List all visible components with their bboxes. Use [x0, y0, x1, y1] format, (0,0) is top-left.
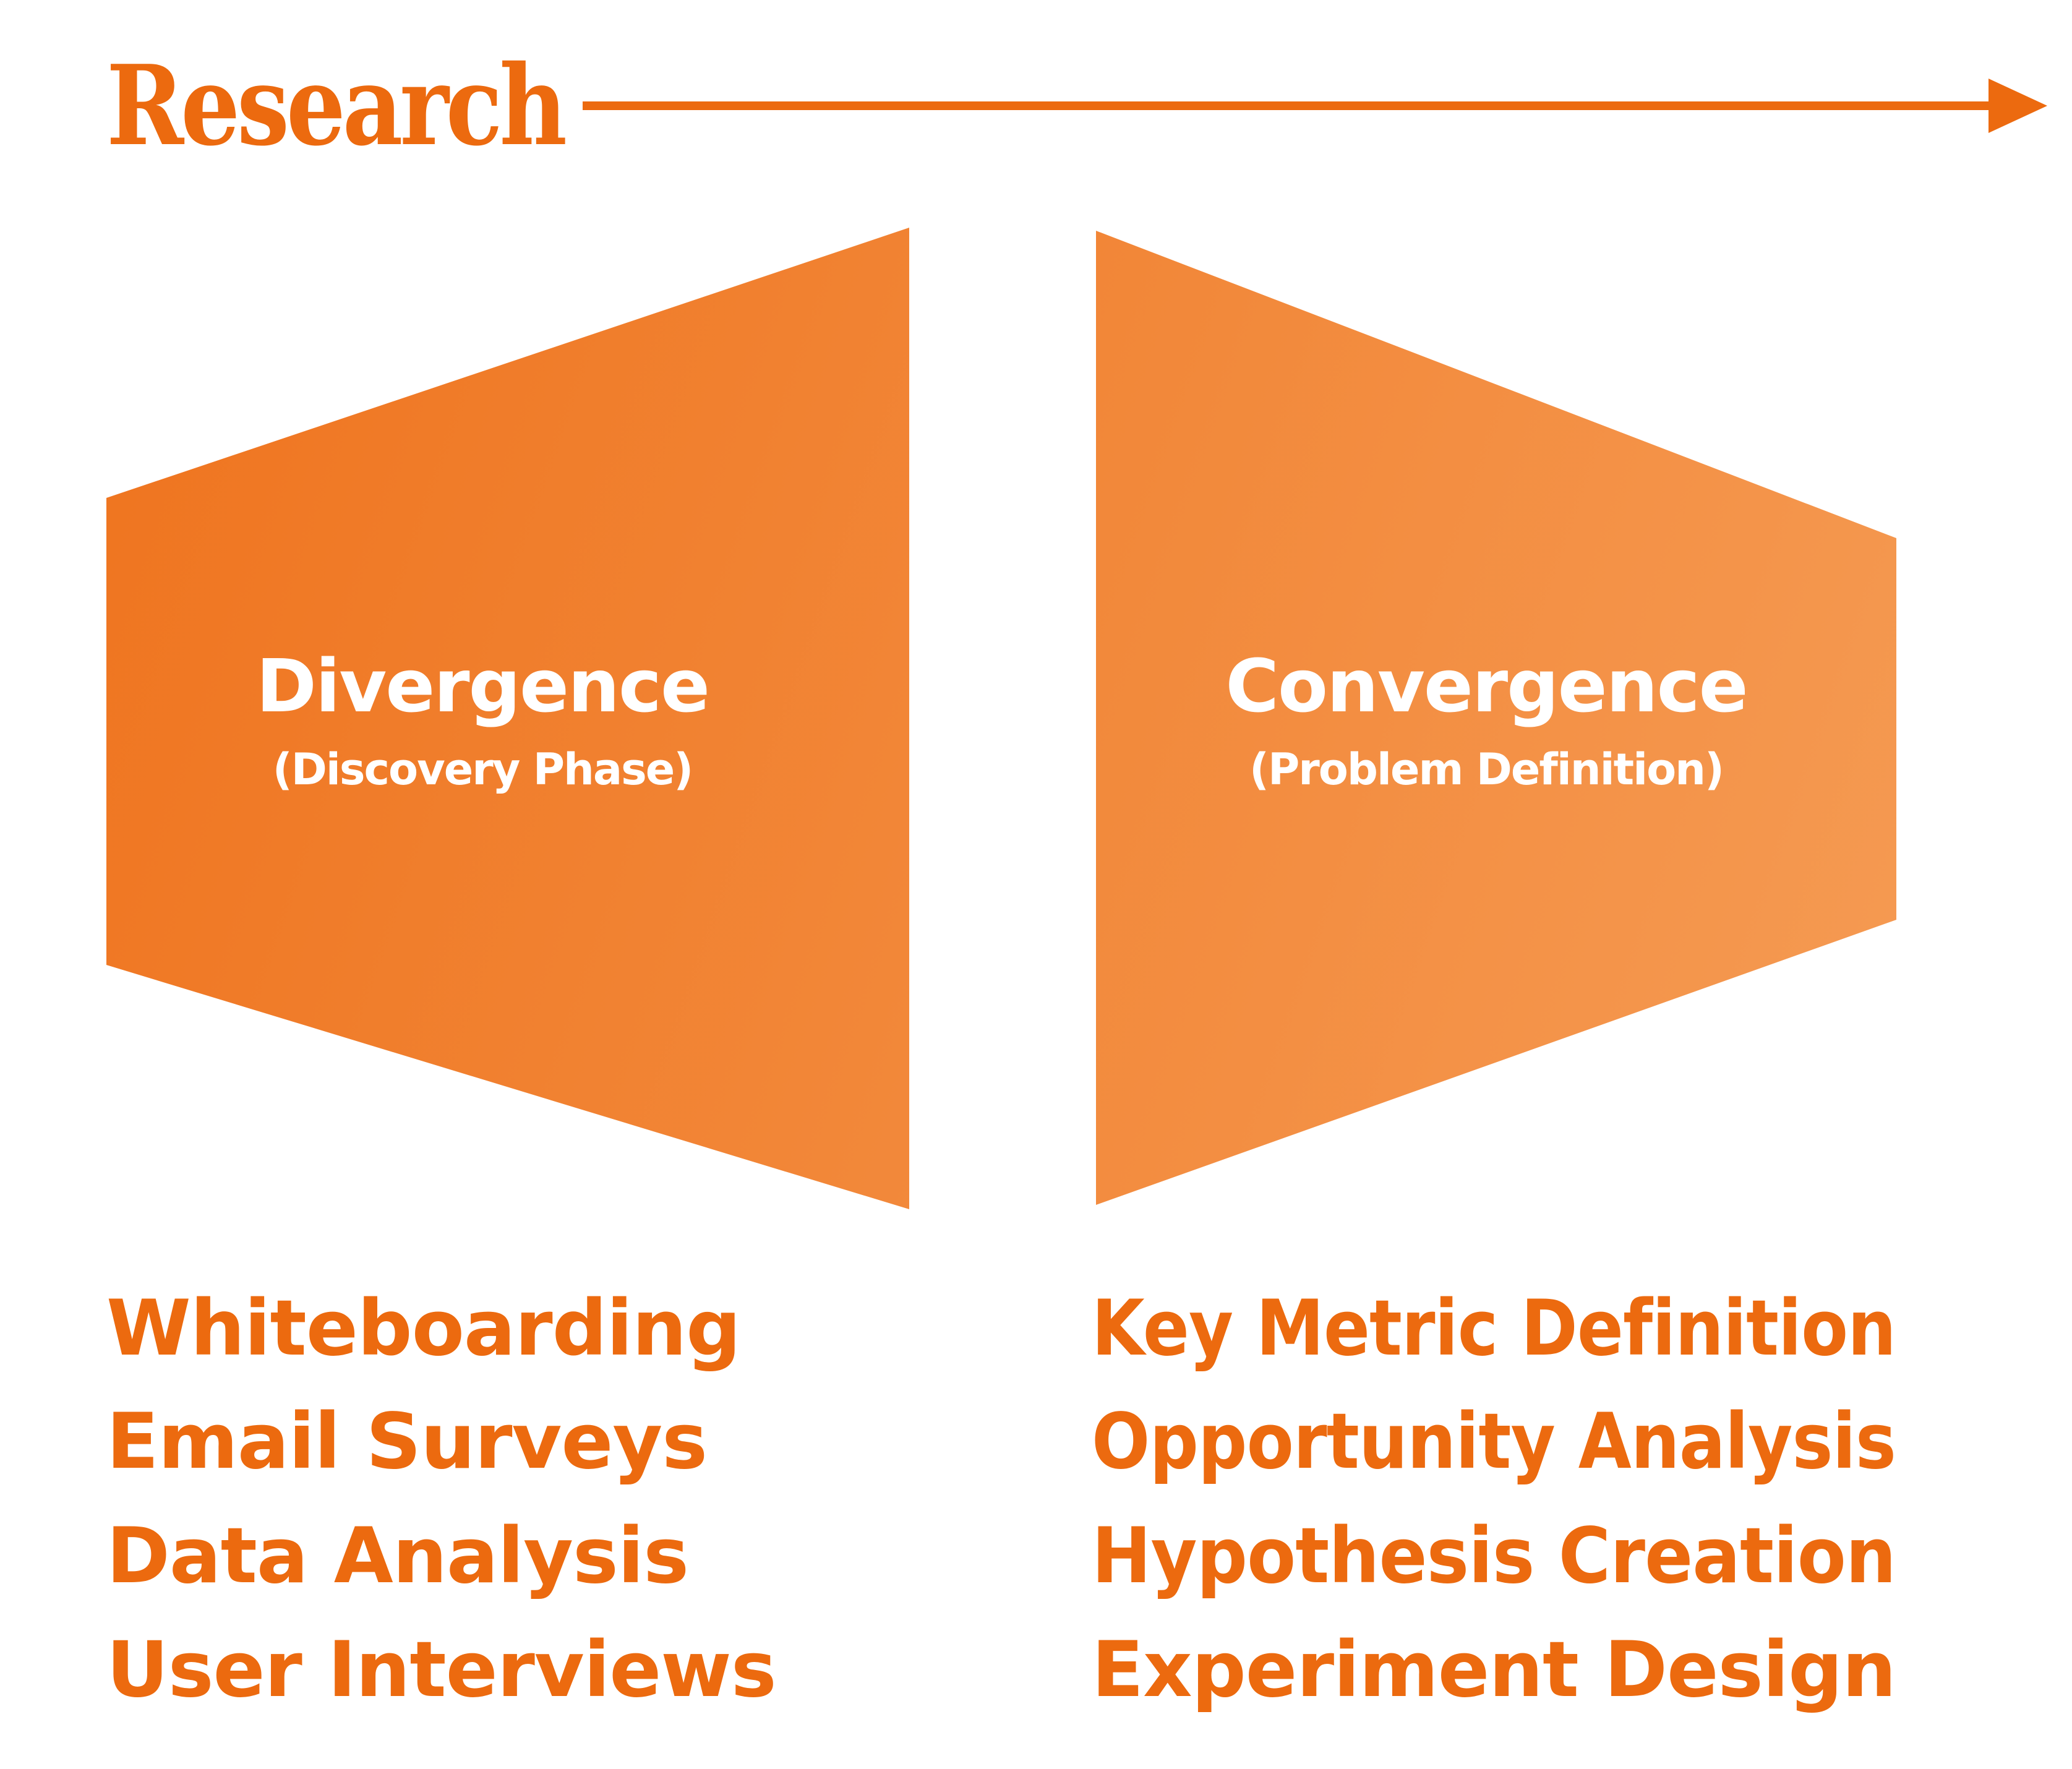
- convergence-item: Opportunity Analysis: [1092, 1397, 1896, 1486]
- convergence-subtitle: (Problem Definition): [1249, 744, 1723, 795]
- diagram-title: Research: [106, 41, 565, 170]
- divergence-subtitle: (Discovery Phase): [273, 744, 692, 795]
- convergence-shape: [1096, 231, 1896, 1205]
- convergence-activity-list: Key Metric Definition Opportunity Analys…: [1092, 1284, 1896, 1715]
- convergence-item: Experiment Design: [1092, 1626, 1896, 1715]
- timeline-arrow-head: [1989, 79, 2047, 133]
- timeline-arrow: [583, 79, 2047, 133]
- divergence-shape: [106, 228, 909, 1209]
- divergence-item: Email Surveys: [106, 1397, 707, 1486]
- convergence-item: Key Metric Definition: [1092, 1284, 1896, 1373]
- divergence-title: Divergence: [256, 643, 709, 729]
- convergence-item: Hypothesis Creation: [1092, 1512, 1896, 1601]
- divergence-item: User Interviews: [106, 1626, 776, 1715]
- divergence-activity-list: Whiteboarding Email Surveys Data Analysi…: [106, 1284, 777, 1715]
- convergence-title: Convergence: [1225, 643, 1747, 729]
- divergence-item: Data Analysis: [106, 1512, 688, 1601]
- divergence-item: Whiteboarding: [106, 1284, 740, 1373]
